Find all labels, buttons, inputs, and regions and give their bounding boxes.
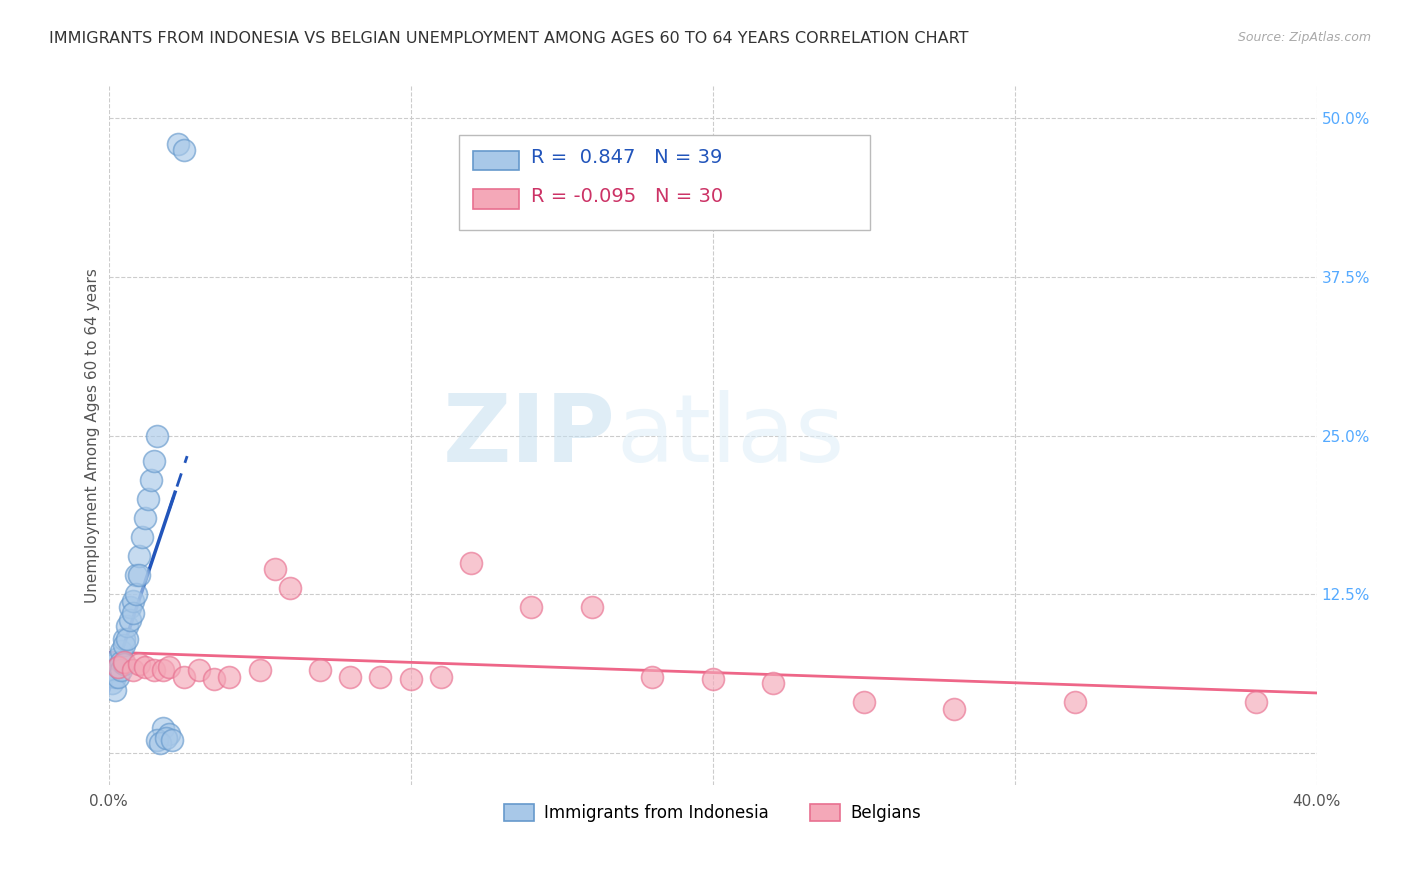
Point [134, 511, 156, 525]
Point [641, 670, 664, 684]
Point [128, 549, 150, 564]
Text: R =  0.847   N = 39: R = 0.847 N = 39 [531, 148, 723, 167]
Bar [474, 151, 519, 170]
FancyBboxPatch shape [458, 136, 870, 229]
Point [134, 659, 156, 673]
Text: atlas: atlas [616, 390, 844, 482]
Text: Source: ZipAtlas.com: Source: ZipAtlas.com [1237, 31, 1371, 45]
Point [131, 530, 153, 544]
Point [152, 664, 174, 678]
Point [157, 659, 180, 673]
Point [110, 664, 132, 678]
Point [702, 673, 724, 687]
Point [104, 670, 127, 684]
Text: IMMIGRANTS FROM INDONESIA VS BELGIAN UNEMPLOYMENT AMONG AGES 60 TO 64 YEARS CORR: IMMIGRANTS FROM INDONESIA VS BELGIAN UNE… [49, 31, 969, 46]
Point [107, 659, 129, 673]
Point [142, 664, 165, 678]
Bar [474, 189, 519, 209]
Point [149, 736, 172, 750]
Point [107, 670, 129, 684]
Point [118, 613, 141, 627]
Point [100, 676, 122, 690]
Point [188, 664, 211, 678]
Point [121, 593, 143, 607]
Point [107, 650, 129, 665]
Point [112, 638, 135, 652]
Point [110, 644, 132, 658]
Point [167, 136, 190, 151]
Point [139, 473, 162, 487]
Point [100, 664, 122, 678]
Point [278, 581, 301, 595]
Point [125, 568, 148, 582]
Point [115, 632, 138, 646]
Point [107, 659, 129, 673]
Point [110, 655, 132, 669]
Y-axis label: Unemployment Among Ages 60 to 64 years: Unemployment Among Ages 60 to 64 years [86, 268, 100, 603]
Legend: Immigrants from Indonesia, Belgians: Immigrants from Indonesia, Belgians [498, 797, 928, 829]
Point [115, 619, 138, 633]
Point [173, 670, 195, 684]
Point [430, 670, 453, 684]
Text: R = -0.095   N = 30: R = -0.095 N = 30 [531, 186, 724, 205]
Point [142, 454, 165, 468]
Point [263, 562, 285, 576]
Point [146, 733, 169, 747]
Point [136, 491, 159, 506]
Point [118, 599, 141, 614]
Point [155, 731, 177, 745]
Point [128, 657, 150, 672]
Point [762, 676, 785, 690]
Point [1244, 695, 1267, 709]
Point [339, 670, 361, 684]
Point [121, 664, 143, 678]
Point [581, 599, 603, 614]
Point [160, 733, 183, 747]
Point [173, 143, 195, 157]
Point [1064, 695, 1087, 709]
Point [104, 664, 127, 678]
Text: ZIP: ZIP [443, 390, 616, 482]
Point [128, 568, 150, 582]
Point [112, 657, 135, 672]
Point [218, 670, 240, 684]
Point [121, 607, 143, 621]
Point [943, 701, 966, 715]
Point [104, 682, 127, 697]
Point [202, 673, 225, 687]
Point [399, 673, 422, 687]
Point [460, 556, 482, 570]
Point [520, 599, 543, 614]
Point [146, 428, 169, 442]
Point [157, 727, 180, 741]
Point [249, 664, 271, 678]
Point [370, 670, 392, 684]
Point [112, 655, 135, 669]
Point [152, 721, 174, 735]
Point [852, 695, 875, 709]
Point [309, 664, 332, 678]
Point [104, 657, 127, 672]
Point [112, 632, 135, 646]
Point [125, 587, 148, 601]
